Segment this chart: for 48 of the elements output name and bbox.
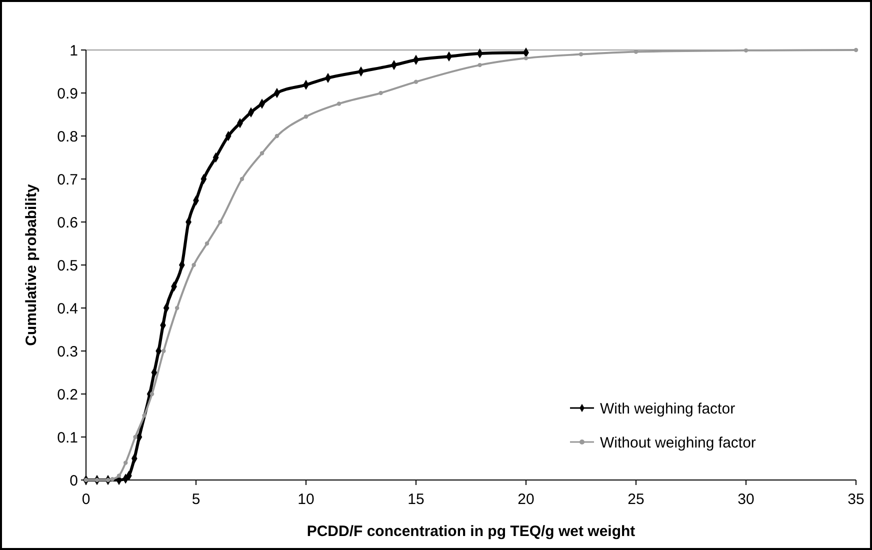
point <box>524 56 528 60</box>
x-tick-label: 0 <box>82 491 90 508</box>
point <box>240 176 244 182</box>
point <box>218 220 222 224</box>
point <box>123 460 128 465</box>
point <box>304 114 308 119</box>
point <box>260 151 264 156</box>
point <box>133 434 138 440</box>
point <box>204 241 210 246</box>
point <box>162 348 166 354</box>
legend-label: With weighing factor <box>600 400 736 418</box>
y-tick-label: 0.3 <box>57 343 78 360</box>
y-tick-label: 0.6 <box>57 214 78 232</box>
point <box>414 80 418 84</box>
x-tick-label: 10 <box>298 491 314 508</box>
y-tick-label: 0.4 <box>57 300 78 318</box>
x-tick-label: 30 <box>738 491 754 508</box>
point <box>174 306 180 310</box>
point <box>192 262 196 268</box>
y-tick-label: 0.7 <box>57 171 78 188</box>
y-tick-label: 1 <box>70 42 78 60</box>
x-tick-label: 5 <box>192 491 200 508</box>
y-axis-title: Cumulative probability <box>23 184 40 346</box>
x-tick-label: 35 <box>848 491 864 508</box>
y-tick-label: 0.2 <box>57 386 78 404</box>
legend-label: Without weighing factor <box>600 434 756 452</box>
point <box>378 90 383 96</box>
x-tick-label: 20 <box>518 491 534 508</box>
x-tick-label: 15 <box>408 491 424 508</box>
x-tick-label: 25 <box>628 491 644 508</box>
y-tick-label: 0.9 <box>57 85 78 102</box>
y-tick-label: 0.8 <box>57 128 78 146</box>
point <box>94 478 100 482</box>
point <box>150 392 154 396</box>
x-axis-title: PCDD/F concentration in pg TEQ/g wet weight <box>306 523 636 540</box>
point <box>106 478 110 482</box>
point <box>116 474 122 478</box>
point <box>336 102 342 106</box>
y-tick-label: 0.5 <box>57 257 78 274</box>
point <box>478 62 482 68</box>
point <box>744 48 748 53</box>
point <box>142 413 146 418</box>
point <box>578 52 584 56</box>
point <box>854 48 858 52</box>
y-tick-label: 0 <box>70 472 78 490</box>
y-tick-label: 0.1 <box>57 429 78 446</box>
point <box>110 477 115 482</box>
point <box>274 134 280 138</box>
